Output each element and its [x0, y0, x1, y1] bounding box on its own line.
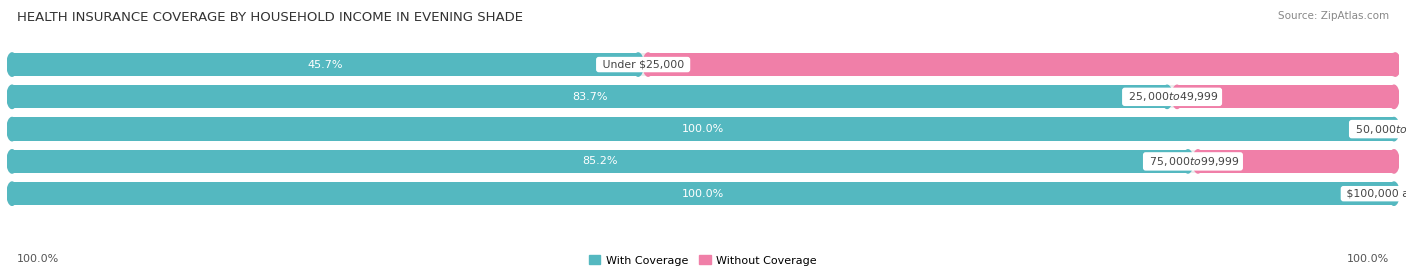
FancyBboxPatch shape [13, 118, 1393, 141]
FancyBboxPatch shape [13, 182, 1393, 205]
Circle shape [1389, 182, 1399, 205]
Circle shape [1389, 53, 1399, 76]
Circle shape [633, 53, 643, 76]
Text: HEALTH INSURANCE COVERAGE BY HOUSEHOLD INCOME IN EVENING SHADE: HEALTH INSURANCE COVERAGE BY HOUSEHOLD I… [17, 11, 523, 24]
Circle shape [7, 118, 17, 141]
FancyBboxPatch shape [13, 53, 1393, 76]
Circle shape [1192, 150, 1204, 173]
Text: 100.0%: 100.0% [1347, 254, 1389, 264]
Circle shape [7, 182, 17, 205]
FancyBboxPatch shape [1198, 150, 1393, 173]
Circle shape [1389, 150, 1399, 173]
Circle shape [1389, 118, 1399, 141]
FancyBboxPatch shape [13, 150, 1188, 173]
FancyBboxPatch shape [13, 150, 1393, 173]
Text: 83.7%: 83.7% [572, 92, 607, 102]
Circle shape [1389, 85, 1399, 108]
Circle shape [1389, 150, 1399, 173]
Circle shape [7, 85, 17, 108]
Circle shape [7, 150, 17, 173]
FancyBboxPatch shape [13, 182, 1393, 205]
Circle shape [1182, 150, 1192, 173]
Text: 85.2%: 85.2% [582, 156, 617, 167]
Circle shape [1389, 118, 1399, 141]
Circle shape [1389, 85, 1399, 108]
Text: 100.0%: 100.0% [682, 189, 724, 199]
Text: Under $25,000: Under $25,000 [599, 59, 688, 70]
FancyBboxPatch shape [1177, 85, 1393, 108]
Text: 100.0%: 100.0% [682, 124, 724, 134]
Circle shape [7, 85, 17, 108]
Text: $75,000 to $99,999: $75,000 to $99,999 [1146, 155, 1240, 168]
FancyBboxPatch shape [13, 118, 1393, 141]
Circle shape [7, 118, 17, 141]
FancyBboxPatch shape [648, 53, 1395, 76]
Text: 45.7%: 45.7% [308, 59, 343, 70]
Circle shape [7, 182, 17, 205]
Text: Source: ZipAtlas.com: Source: ZipAtlas.com [1278, 11, 1389, 21]
FancyBboxPatch shape [13, 53, 638, 76]
FancyBboxPatch shape [13, 85, 1393, 108]
Text: $50,000 to $74,999: $50,000 to $74,999 [1351, 123, 1406, 136]
Circle shape [7, 53, 17, 76]
Circle shape [1389, 182, 1399, 205]
Circle shape [7, 150, 17, 173]
Text: $25,000 to $49,999: $25,000 to $49,999 [1125, 90, 1219, 103]
Text: 100.0%: 100.0% [17, 254, 59, 264]
Text: $100,000 and over: $100,000 and over [1343, 189, 1406, 199]
Circle shape [1391, 53, 1400, 76]
Legend: With Coverage, Without Coverage: With Coverage, Without Coverage [589, 256, 817, 266]
Circle shape [643, 53, 654, 76]
Circle shape [7, 53, 17, 76]
FancyBboxPatch shape [13, 85, 1167, 108]
Circle shape [1173, 85, 1182, 108]
Circle shape [1163, 85, 1173, 108]
